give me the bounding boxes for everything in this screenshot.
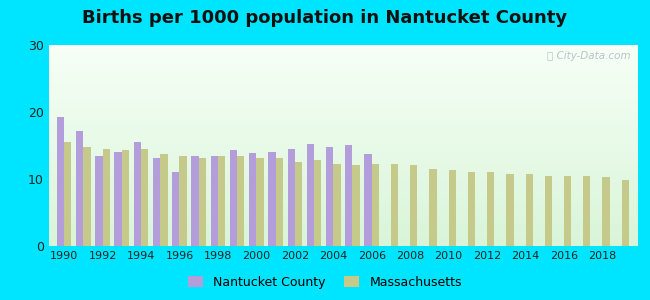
Bar (230, 150, 237, 246)
Bar (96, 155, 103, 246)
Bar (191, 155, 199, 246)
Bar (114, 152, 122, 246)
Bar (372, 164, 379, 246)
Bar (103, 149, 110, 246)
Bar (237, 156, 244, 246)
Bar (487, 172, 495, 246)
Bar (564, 176, 571, 246)
Bar (172, 172, 179, 246)
Bar (161, 154, 168, 246)
Bar (468, 172, 475, 246)
Bar (333, 164, 341, 246)
Bar (218, 155, 225, 246)
Text: ⓘ City-Data.com: ⓘ City-Data.com (547, 51, 631, 61)
Bar (621, 180, 629, 246)
Bar (352, 165, 360, 246)
Bar (122, 150, 129, 246)
Bar (211, 155, 218, 246)
Bar (141, 149, 148, 246)
Bar (268, 152, 276, 246)
Bar (256, 158, 264, 246)
Bar (314, 160, 321, 246)
Bar (448, 170, 456, 246)
Bar (83, 147, 90, 246)
Bar (276, 158, 283, 246)
Bar (199, 158, 206, 246)
Bar (307, 144, 314, 246)
Bar (295, 162, 302, 246)
Bar (410, 165, 417, 246)
Bar (365, 154, 372, 246)
Bar (345, 145, 352, 246)
Bar (134, 142, 141, 246)
Bar (326, 147, 333, 246)
Bar (249, 153, 256, 246)
Bar (545, 176, 552, 246)
Bar (57, 117, 64, 246)
Bar (603, 177, 610, 246)
Bar (287, 149, 295, 246)
Legend: Nantucket County, Massachusetts: Nantucket County, Massachusetts (183, 271, 467, 294)
Bar (525, 174, 533, 246)
Bar (506, 174, 514, 246)
Text: Births per 1000 population in Nantucket County: Births per 1000 population in Nantucket … (83, 9, 567, 27)
Bar (64, 142, 72, 246)
Bar (391, 164, 398, 246)
Bar (153, 158, 161, 246)
Bar (583, 176, 590, 246)
Bar (76, 131, 83, 246)
Bar (179, 155, 187, 246)
Bar (430, 169, 437, 246)
